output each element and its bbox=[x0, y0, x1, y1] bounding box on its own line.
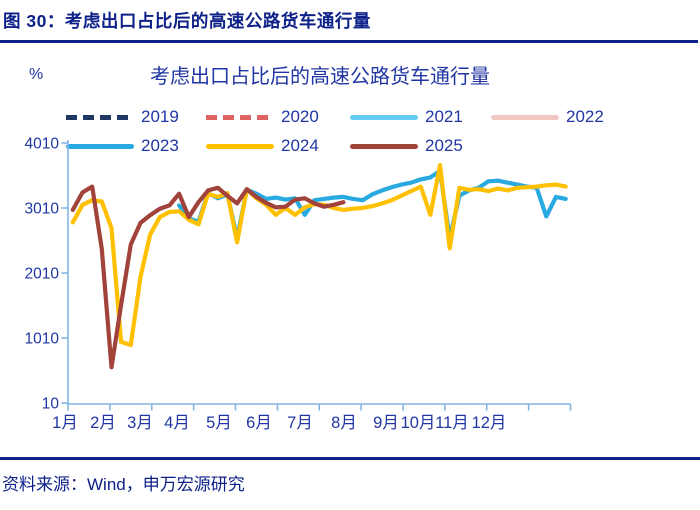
figure-title: 图 30：考虑出口占比后的高速公路货车通行量 bbox=[3, 11, 371, 31]
x-tick-label: 9月 bbox=[373, 414, 399, 432]
x-tick-label: 11月 bbox=[435, 414, 469, 432]
title-underline bbox=[0, 40, 698, 43]
x-tick-label: 3月 bbox=[127, 414, 153, 432]
series-line-2024 bbox=[70, 163, 568, 348]
y-tick-label: 4010 bbox=[25, 136, 60, 153]
y-tick-label: 2010 bbox=[25, 266, 60, 283]
x-tick-label: 12月 bbox=[472, 414, 507, 432]
x-tick-label: 5月 bbox=[206, 414, 232, 432]
x-tick-label: 1月 bbox=[52, 414, 78, 432]
x-tick-label: 10月 bbox=[401, 414, 436, 432]
y-axis-unit-label: % bbox=[29, 66, 44, 83]
y-tick-label: 10 bbox=[42, 396, 60, 413]
x-tick-label: 2月 bbox=[90, 414, 116, 432]
source-text: 资料来源：Wind，申万宏源研究 bbox=[2, 475, 245, 494]
x-tick-label: 8月 bbox=[331, 414, 357, 432]
y-tick-label: 1010 bbox=[25, 331, 60, 348]
x-tick-label: 7月 bbox=[287, 414, 313, 432]
x-tick-label: 6月 bbox=[246, 414, 272, 432]
y-tick-label: 3010 bbox=[25, 201, 60, 218]
x-tick-label: 4月 bbox=[164, 414, 190, 432]
chart-title: 考虑出口占比后的高速公路货车通行量 bbox=[150, 66, 490, 88]
series-line-2025 bbox=[70, 184, 346, 370]
source-divider bbox=[0, 457, 700, 460]
